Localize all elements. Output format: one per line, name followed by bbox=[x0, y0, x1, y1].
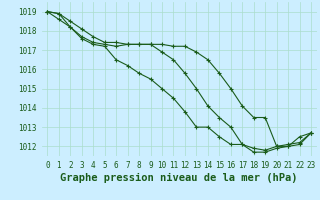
X-axis label: Graphe pression niveau de la mer (hPa): Graphe pression niveau de la mer (hPa) bbox=[60, 173, 298, 183]
